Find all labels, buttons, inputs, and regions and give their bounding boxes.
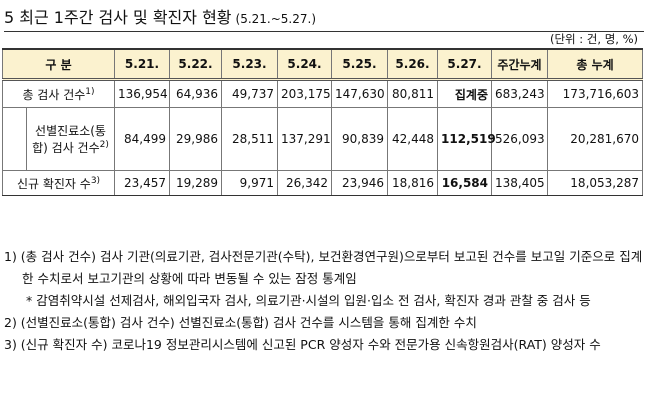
- note: 3) (신규 확진자 수) 코로나19 정보관리시스템에 신고된 PCR 양성자…: [4, 337, 601, 352]
- cell: 18,053,287: [547, 170, 644, 196]
- cell: 173,716,603: [547, 79, 644, 108]
- cell: 80,811: [387, 79, 439, 108]
- cell: 28,511: [221, 107, 279, 171]
- cell: 203,175: [277, 79, 333, 108]
- cell: 집계중: [437, 79, 493, 108]
- note: * 감염취약시설 선제검사, 해외입국자 검사, 의료기관·시설의 입원·입소 …: [26, 293, 591, 308]
- row-note-ref: 1): [85, 86, 95, 97]
- cell: 18,816: [387, 170, 439, 196]
- cell: 90,839: [331, 107, 389, 171]
- title: 5 최근 1주간 검사 및 확진자 현황 (5.21.~5.27.): [4, 4, 644, 32]
- cell: 64,936: [169, 79, 223, 108]
- row-label-text: 선별진료소(통합) 검사 건수: [32, 124, 106, 155]
- column-header: 5.22.: [169, 48, 223, 81]
- row-note-ref: 3): [90, 175, 101, 186]
- cell: 138,405: [491, 170, 549, 196]
- cell: 49,737: [221, 79, 279, 108]
- cell: 23,946: [331, 170, 389, 196]
- row-note-ref: 2): [99, 140, 109, 150]
- row-label: 선별진료소(통합) 검사 건수2): [25, 107, 116, 171]
- notes: 1) (총 검사 건수) 검사 기관(의료기관, 검사전문기관(수탁), 보건환…: [4, 246, 644, 356]
- cell: 136,954: [114, 79, 171, 108]
- cell: 84,499: [114, 107, 171, 171]
- indent-cell: [2, 107, 27, 171]
- cell: 9,971: [221, 170, 279, 196]
- table-row: 선별진료소(통합) 검사 건수2) 84,499 29,986 28,511 137,2…: [2, 107, 644, 171]
- row-label-text: 신규 확진자 수: [16, 176, 91, 191]
- cell: 19,289: [169, 170, 223, 196]
- stats-table: 구 분 5.21. 5.22. 5.23. 5.24. 5.25. 5.26. 5.27. 주간…: [1, 48, 644, 196]
- column-header: 주간누계: [491, 48, 549, 81]
- column-header: 5.26.: [387, 48, 439, 81]
- cell: 147,630: [331, 79, 389, 108]
- cell: 26,342: [277, 170, 333, 196]
- row-label-text: 총 검사 건수: [22, 87, 86, 102]
- cell: 112,519: [437, 107, 496, 171]
- column-header: 구 분: [1, 48, 116, 81]
- subtitle: (5.21.~5.27.): [235, 12, 316, 26]
- column-header: 5.25.: [331, 48, 389, 81]
- row-label: 신규 확진자 수3): [1, 170, 116, 196]
- title-text: 5 최근 1주간 검사 및 확진자 현황: [4, 8, 232, 27]
- cell: 29,986: [169, 107, 223, 171]
- column-header: 5.24.: [277, 48, 333, 81]
- note: 2) (선별진료소(통합) 검사 건수) 선별진료소(통합) 검사 건수를 시스…: [4, 315, 477, 330]
- cell: 16,584: [437, 170, 493, 196]
- column-header: 5.23.: [221, 48, 279, 81]
- column-header: 5.21.: [114, 48, 171, 81]
- table-row: 총 검사 건수1) 136,954 64,936 49,737 203,175 147,6…: [1, 79, 644, 108]
- table-row: 신규 확진자 수3) 23,457 19,289 9,971 26,342 23,946 1…: [1, 170, 644, 196]
- column-header: 총 누계: [547, 48, 644, 81]
- header-row: 구 분 5.21. 5.22. 5.23. 5.24. 5.25. 5.26. 5.27. 주간…: [1, 48, 644, 81]
- unit: (단위 : 건, 명, %): [549, 32, 638, 46]
- cell: 683,243: [491, 79, 549, 108]
- table-body: 총 검사 건수1) 136,954 64,936 49,737 203,175 147,6…: [1, 79, 644, 196]
- column-header: 5.27.: [437, 48, 493, 81]
- note: 1) (총 검사 건수) 검사 기관(의료기관, 검사전문기관(수탁), 보건환…: [4, 249, 643, 286]
- row-label: 총 검사 건수1): [1, 79, 116, 108]
- cell: 526,093: [491, 107, 549, 171]
- cell: 137,291: [277, 107, 333, 171]
- cell: 23,457: [114, 170, 171, 196]
- cell: 20,281,670: [547, 107, 644, 171]
- cell: 42,448: [387, 107, 439, 171]
